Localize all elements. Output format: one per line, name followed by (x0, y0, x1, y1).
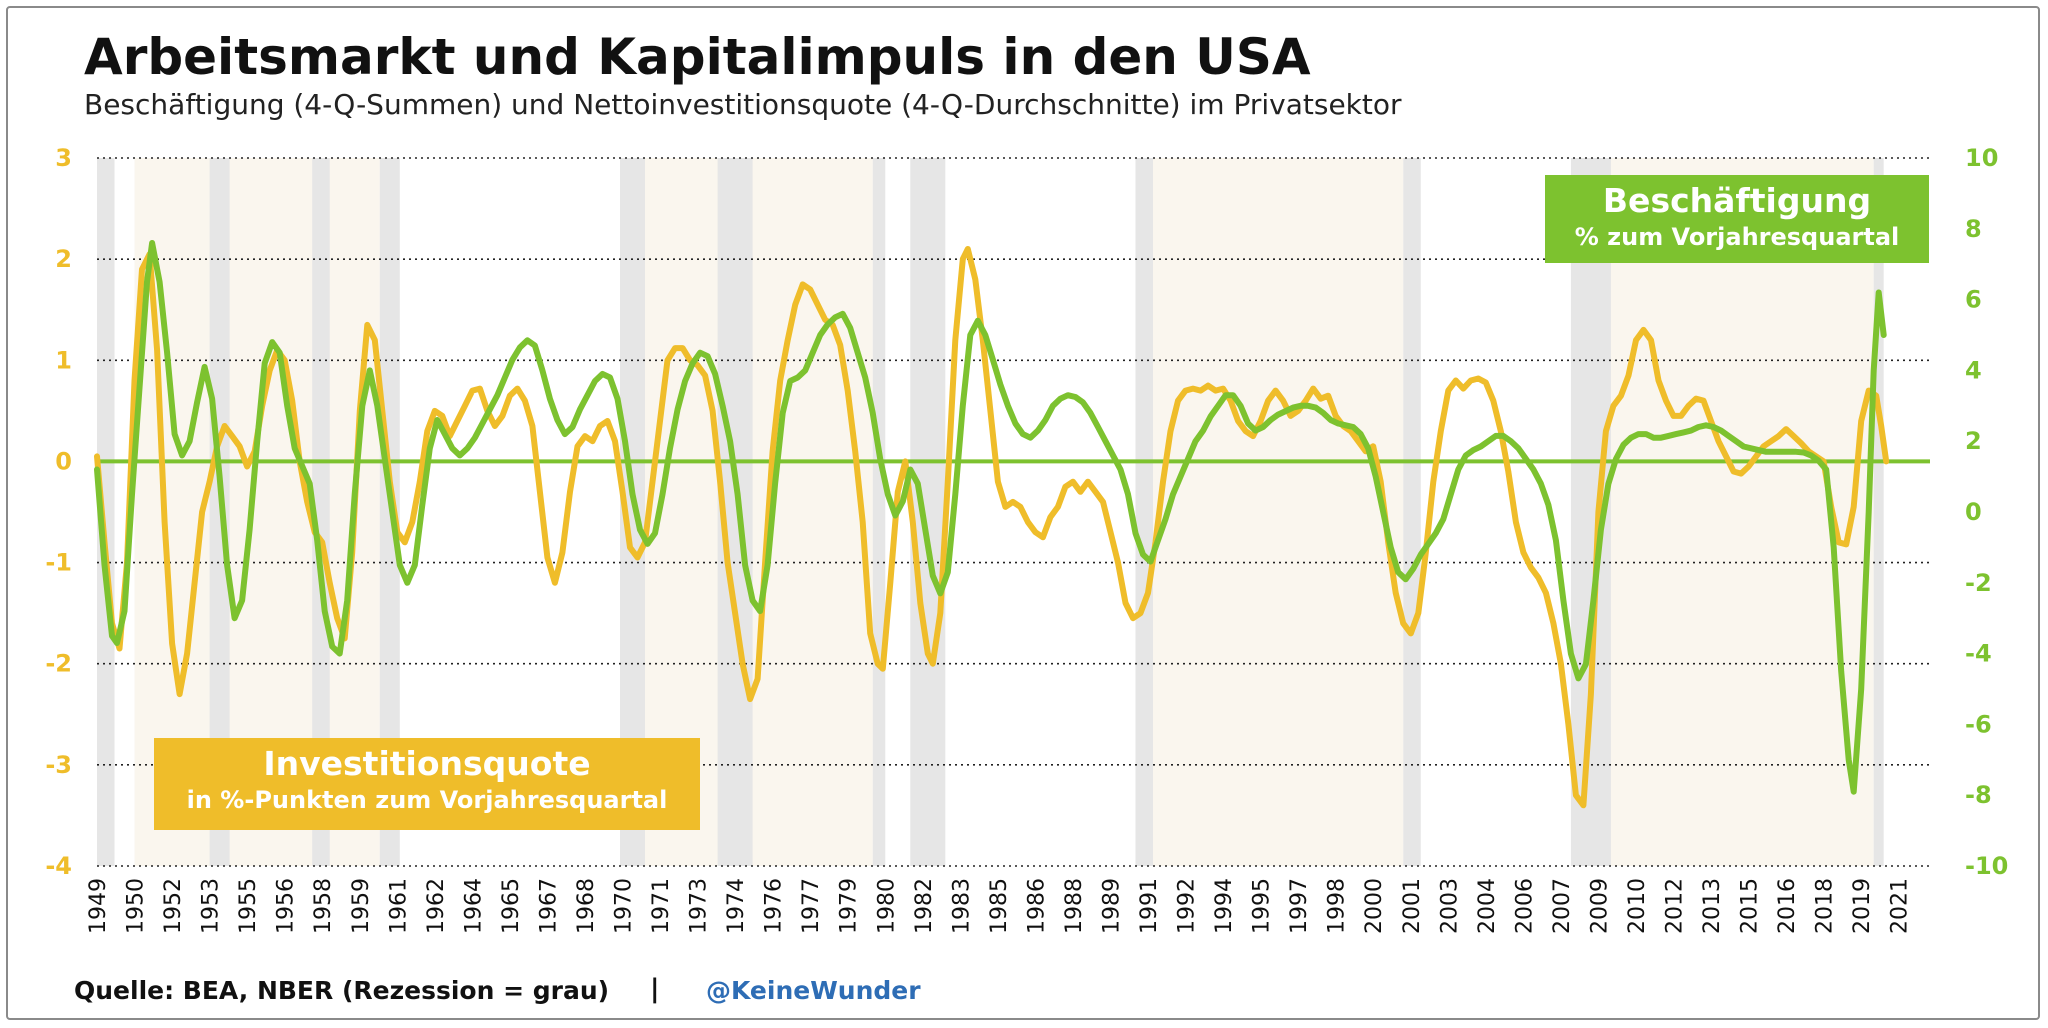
x-tick-label: 2003 (1437, 878, 1462, 934)
x-tick-label: 1974 (724, 878, 749, 934)
left-axis-ticks: 3 2 1 0 -1 -2 -3 -4 (45, 144, 72, 880)
right-tick-label: -10 (1965, 852, 2008, 880)
right-tick-label: -4 (1965, 640, 1992, 668)
x-tick-label: 1949 (86, 878, 111, 934)
right-tick-label: 6 (1965, 286, 1982, 314)
legend-investment-sublabel: in %-Punkten zum Vorjahresquartal (186, 786, 668, 814)
legend-employment-label: Beschäftigung (1602, 181, 1872, 220)
left-tick-label: 2 (55, 245, 72, 273)
x-tick-label: 1994 (1212, 878, 1237, 934)
gridlines (97, 157, 1930, 867)
right-tick-label: 8 (1965, 215, 1982, 243)
right-tick-label: -2 (1965, 569, 1992, 597)
x-tick-label: 1982 (912, 878, 937, 934)
left-tick-label: -2 (45, 650, 72, 678)
x-tick-label: 2019 (1850, 878, 1875, 934)
x-tick-label: 2006 (1512, 878, 1537, 934)
legend-employment-sublabel: % zum Vorjahresquartal (1574, 223, 1900, 251)
x-tick-label: 2010 (1625, 878, 1650, 934)
legend-employment: Beschäftigung % zum Vorjahresquartal (1545, 175, 1929, 263)
x-tick-label: 2012 (1663, 878, 1688, 934)
x-tick-label: 1958 (311, 878, 336, 934)
left-tick-label: -4 (45, 852, 72, 880)
right-tick-label: 4 (1965, 356, 1982, 384)
recession-band (1873, 158, 1884, 866)
right-tick-label: 0 (1965, 498, 1982, 526)
x-tick-label: 1950 (124, 878, 149, 934)
legend-investment: Investitionsquote in %-Punkten zum Vorja… (154, 738, 700, 830)
x-tick-label: 1976 (762, 878, 787, 934)
x-tick-label: 1995 (1250, 878, 1275, 934)
chart-subtitle: Beschäftigung (4-Q-Summen) und Nettoinve… (84, 88, 1402, 121)
x-tick-label: 2021 (1888, 878, 1913, 934)
source-note: Quelle: BEA, NBER (Rezession = grau) (74, 976, 610, 1005)
expansion-band (1153, 158, 1404, 866)
right-tick-label: 10 (1965, 144, 1998, 172)
x-tick-label: 2007 (1550, 878, 1575, 934)
right-tick-label: -8 (1965, 781, 1992, 809)
x-tick-label: 1986 (1024, 878, 1049, 934)
x-tick-label: 1959 (349, 878, 374, 934)
recession-band (872, 158, 886, 866)
x-tick-label: 1998 (1325, 878, 1350, 934)
left-tick-label: -1 (45, 549, 72, 577)
footer-separator: | (650, 974, 660, 1004)
x-tick-label: 1992 (1175, 878, 1200, 934)
x-axis-ticks: 1949 1950 1952 1953 1955 1956 1958 1959 1961 1962… (86, 878, 1913, 934)
author-handle[interactable]: @KeineWunder (706, 976, 921, 1005)
x-tick-label: 2004 (1475, 878, 1500, 934)
x-tick-label: 1970 (612, 878, 637, 934)
right-axis-ticks: 10 8 6 4 2 0 -2 -4 -6 -8 -10 (1965, 144, 2008, 880)
x-tick-label: 2009 (1587, 878, 1612, 934)
x-tick-label: 2018 (1813, 878, 1838, 934)
x-tick-label: 1989 (1099, 878, 1124, 934)
right-tick-label: -6 (1965, 710, 1992, 738)
x-tick-label: 1965 (499, 878, 524, 934)
x-tick-label: 1997 (1287, 878, 1312, 934)
x-tick-label: 1977 (799, 878, 824, 934)
left-tick-label: -3 (45, 751, 72, 779)
x-tick-label: 2001 (1400, 878, 1425, 934)
recession-band (1135, 158, 1154, 866)
employment-series-line (94, 240, 1887, 795)
x-tick-label: 1980 (874, 878, 899, 934)
x-tick-label: 1973 (687, 878, 712, 934)
left-tick-label: 1 (55, 346, 72, 374)
recession-band (97, 158, 115, 866)
x-tick-label: 2015 (1738, 878, 1763, 934)
left-tick-label: 0 (55, 447, 72, 475)
x-tick-label: 1979 (837, 878, 862, 934)
x-tick-label: 1952 (161, 878, 186, 934)
x-tick-label: 1955 (236, 878, 261, 934)
x-tick-label: 2000 (1362, 878, 1387, 934)
x-tick-label: 1961 (386, 878, 411, 934)
recession-band (910, 158, 946, 866)
x-tick-label: 1985 (987, 878, 1012, 934)
left-tick-label: 3 (55, 144, 72, 172)
x-tick-label: 1988 (1062, 878, 1087, 934)
recession-band (312, 158, 330, 866)
x-tick-label: 1967 (536, 878, 561, 934)
right-tick-label: 2 (1965, 427, 1982, 455)
chart-title: Arbeitsmarkt und Kapitalimpuls in den US… (84, 28, 1311, 86)
x-tick-label: 1968 (574, 878, 599, 934)
x-tick-label: 1953 (199, 878, 224, 934)
x-tick-label: 1962 (424, 878, 449, 934)
series-lines (94, 240, 1890, 809)
x-tick-label: 2013 (1700, 878, 1725, 934)
x-tick-label: 1971 (649, 878, 674, 934)
legend-investment-label: Investitionsquote (263, 744, 591, 783)
x-tick-label: 1956 (274, 878, 299, 934)
x-tick-label: 1983 (949, 878, 974, 934)
x-tick-label: 2016 (1775, 878, 1800, 934)
x-tick-label: 1964 (461, 878, 486, 934)
x-tick-label: 1991 (1137, 878, 1162, 934)
recession-band (1403, 158, 1421, 866)
